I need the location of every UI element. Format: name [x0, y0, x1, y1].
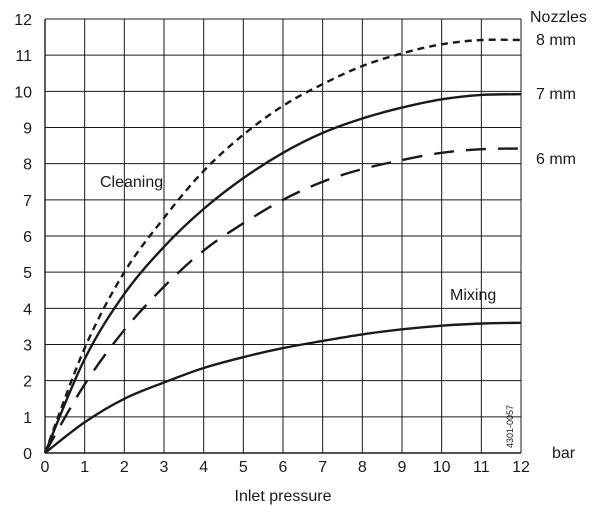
x-tick-label: 4 — [199, 459, 208, 476]
y-tick-label: 7 — [23, 193, 32, 210]
x-unit-label: bar — [552, 445, 576, 462]
curve-7mm — [43, 93, 522, 454]
x-axis-label: Inlet pressure — [235, 488, 332, 505]
x-tick-label: 5 — [239, 459, 248, 476]
y-tick-label: 11 — [15, 48, 32, 65]
x-tick-label: 11 — [473, 459, 490, 476]
x-tick-label: 6 — [279, 459, 288, 476]
series-label-8mm: 8 mm — [536, 32, 576, 49]
x-tick-label: 12 — [512, 459, 530, 476]
mixing-annotation: Mixing — [450, 287, 496, 304]
y-tick-label: 0 — [23, 446, 32, 463]
y-tick-label: 12 — [14, 12, 32, 29]
figure-code: 4301-0057 — [505, 405, 515, 448]
y-tick-label: 3 — [23, 338, 32, 355]
x-tick-label: 1 — [80, 459, 89, 476]
x-tick-label: 10 — [433, 459, 451, 476]
y-tick-label: 4 — [23, 301, 32, 318]
y-tick-label: 8 — [23, 157, 32, 174]
x-tick-label: 7 — [318, 459, 327, 476]
cleaning-annotation: Cleaning — [100, 174, 163, 191]
x-tick-label: 8 — [358, 459, 367, 476]
x-tick-labels: 0 1 2 3 4 5 6 7 8 9 10 11 12 — [41, 459, 530, 476]
y-tick-label: 10 — [14, 84, 32, 101]
series-label-7mm: 7 mm — [536, 86, 576, 103]
x-tick-label: 2 — [120, 459, 129, 476]
y-tick-label: 9 — [23, 121, 32, 138]
x-tick-label: 0 — [41, 459, 50, 476]
x-tick-label: 3 — [160, 459, 169, 476]
curves — [43, 38, 522, 454]
curve-8mm — [43, 38, 522, 454]
curve-6mm — [43, 147, 522, 454]
y-tick-label: 6 — [23, 229, 32, 246]
x-tick-label: 9 — [398, 459, 407, 476]
legend-title: Nozzles — [530, 9, 587, 26]
series-label-6mm: 6 mm — [536, 151, 576, 168]
grid — [44, 18, 522, 454]
curve-mixing — [44, 321, 522, 454]
y-tick-label: 2 — [23, 374, 32, 391]
y-tick-label: 5 — [23, 265, 32, 282]
y-tick-label: 1 — [23, 410, 32, 427]
